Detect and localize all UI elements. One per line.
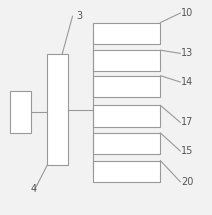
Bar: [93, 105, 160, 127]
Text: 17: 17: [181, 117, 194, 127]
Bar: [10, 91, 31, 133]
Bar: [93, 50, 160, 71]
Text: 3: 3: [77, 11, 83, 21]
Text: 10: 10: [181, 8, 194, 18]
Bar: [93, 133, 160, 154]
Bar: [93, 161, 160, 182]
Bar: [93, 76, 160, 97]
Text: 14: 14: [181, 77, 194, 87]
Text: 15: 15: [181, 146, 194, 156]
Text: 4: 4: [31, 184, 37, 194]
Text: 13: 13: [181, 48, 194, 58]
Bar: [93, 23, 160, 44]
Bar: [47, 54, 68, 165]
Text: 20: 20: [181, 177, 194, 187]
